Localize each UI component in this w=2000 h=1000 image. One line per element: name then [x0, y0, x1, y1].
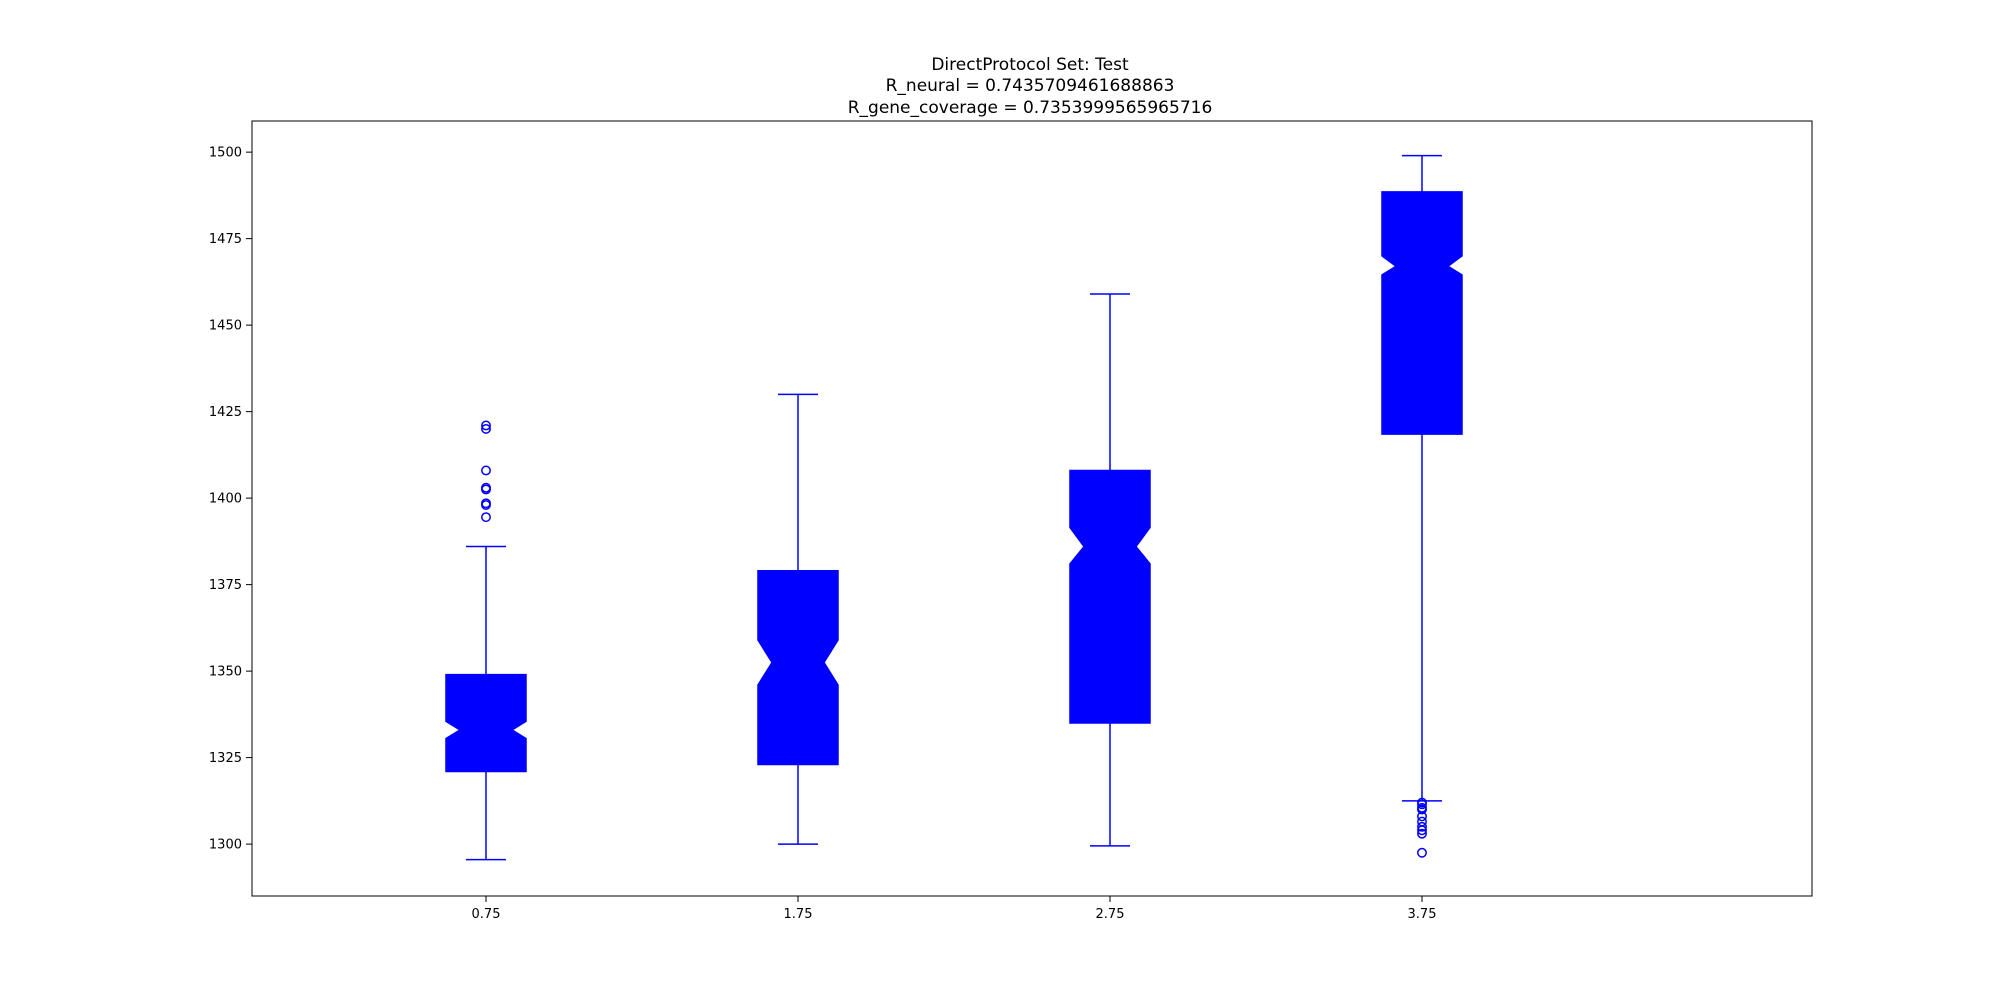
x-tick-label: 2.75: [1096, 907, 1125, 922]
plot-area: [445, 154, 1463, 861]
outlier-point: [1417, 802, 1427, 813]
y-tick-label: 1450: [209, 319, 242, 334]
outlier-point: [1417, 847, 1427, 858]
y-tick-label: 1350: [209, 665, 242, 680]
box-group-2-75: [1069, 293, 1151, 847]
y-tick-label: 1425: [209, 405, 242, 420]
x-tick-label: 0.75: [472, 907, 501, 922]
y-tick-label: 1400: [209, 492, 242, 507]
chart-title-line-2: R_neural = 0.7435709461688863: [886, 76, 1175, 96]
notched-box: [757, 570, 839, 766]
outlier-point: [1417, 821, 1427, 832]
outlier-point: [1417, 816, 1427, 827]
box-group-3-75: [1381, 154, 1463, 858]
outlier-point: [481, 465, 491, 476]
y-tick-label: 1500: [209, 146, 242, 161]
axes: 1300 1325 1350 1375 1400 1425 1450 1475 1500 0.75…: [209, 120, 1813, 922]
notched-box: [1381, 191, 1463, 435]
outlier-point: [481, 512, 491, 523]
chart-title-line-3: R_gene_coverage = 0.7353999565965716: [848, 98, 1213, 118]
x-tick-label: 1.75: [784, 907, 813, 922]
outlier-point: [1417, 828, 1427, 839]
outlier-point: [481, 420, 491, 431]
y-tick-label: 1475: [209, 232, 242, 247]
outlier-point: [1417, 797, 1427, 808]
outlier-point: [481, 423, 491, 434]
notched-box: [445, 673, 527, 773]
axes-frame: [251, 120, 1813, 897]
outlier-point: [481, 482, 491, 493]
chart-title-line-1: DirectProtocol Set: Test: [931, 55, 1129, 75]
notched-box: [1069, 469, 1151, 724]
y-tick-label: 1325: [209, 751, 242, 766]
y-tick-label: 1375: [209, 578, 242, 593]
box-group-1-75: [757, 393, 839, 845]
x-tick-label: 3.75: [1408, 907, 1437, 922]
outlier-point: [481, 498, 491, 509]
box-group-0-75: [445, 420, 527, 861]
y-tick-label: 1300: [209, 838, 242, 853]
